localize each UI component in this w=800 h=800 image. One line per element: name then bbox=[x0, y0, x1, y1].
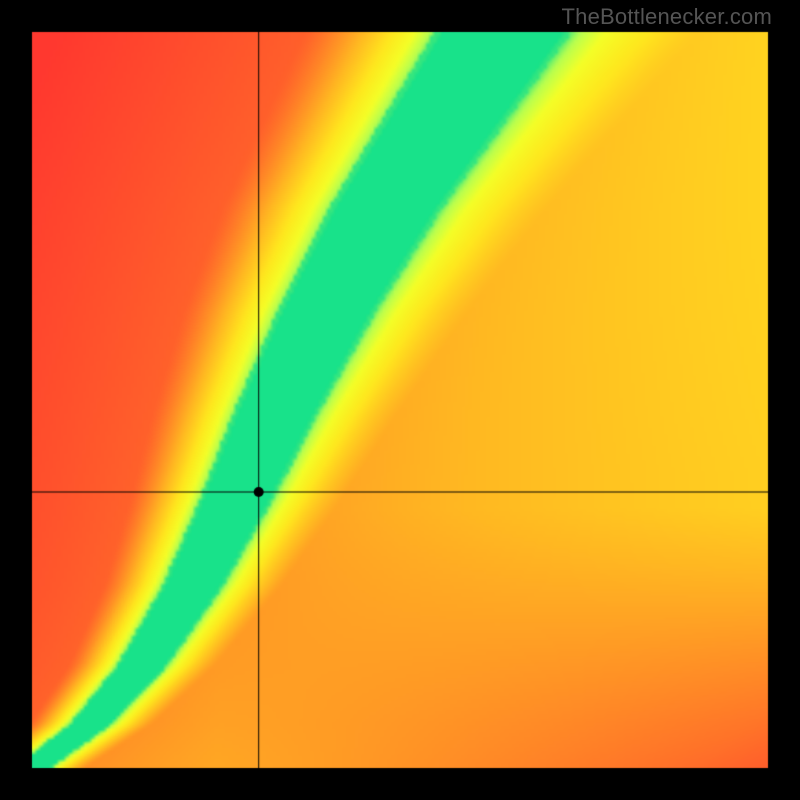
chart-container: TheBottlenecker.com bbox=[0, 0, 800, 800]
heatmap-canvas bbox=[0, 0, 800, 800]
watermark-text: TheBottlenecker.com bbox=[562, 4, 772, 30]
